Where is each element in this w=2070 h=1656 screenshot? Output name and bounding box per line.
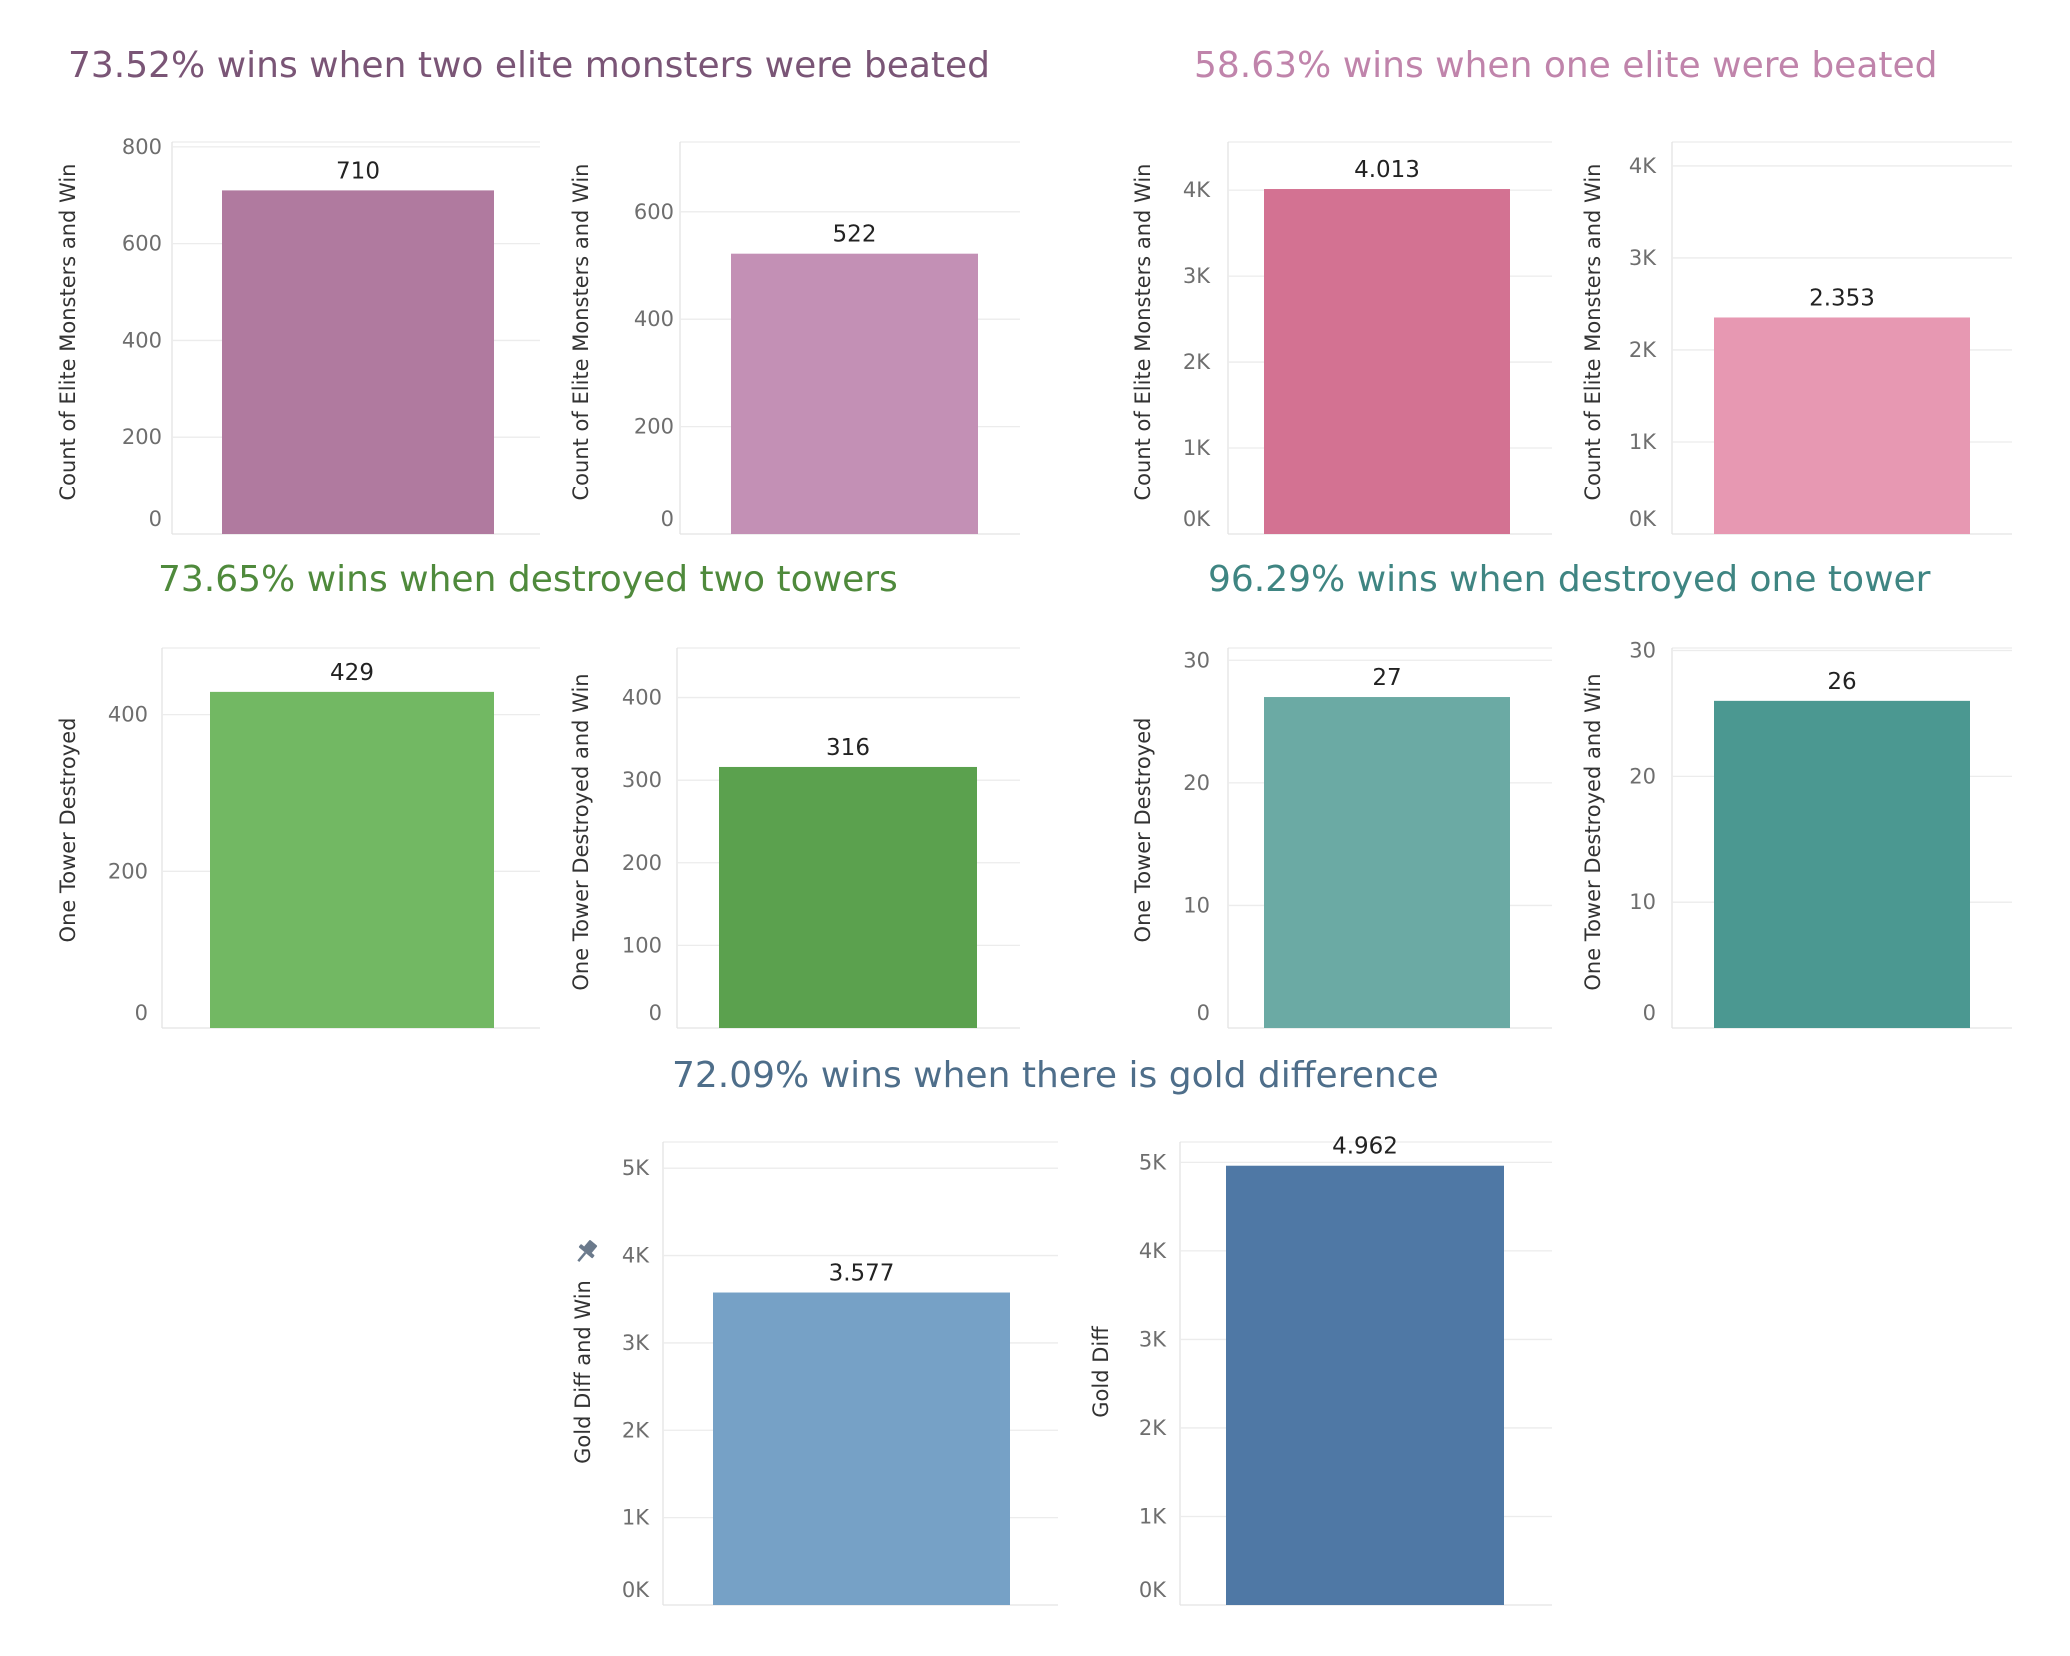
y-tick-label: 3K xyxy=(1183,264,1211,288)
y-axis-label: One Tower Destroyed xyxy=(56,718,80,943)
bar xyxy=(222,190,494,534)
y-axis-label: Count of Elite Monsters and Win xyxy=(1131,164,1155,501)
bar-chart-9: 0K 1K 2K 3K 4K 5K 3.577 Gold Diff and Win xyxy=(571,1141,1058,1606)
y-axis-label: Gold Diff xyxy=(1089,1326,1113,1418)
section-title-elite-two: 73.52% wins when two elite monsters were… xyxy=(68,45,991,86)
bar-chart-2: 0 200 400 600 522 Count of Elite Monsters and… xyxy=(569,141,1020,535)
y-tick-label: 0 xyxy=(649,1001,662,1025)
bar xyxy=(1226,1165,1504,1605)
bar-chart-3: 0K 1K 2K 3K 4K 4.013 Count of Elite Monsters a… xyxy=(1131,141,1552,535)
pin-icon-needle xyxy=(577,1251,587,1262)
data-label: 26 xyxy=(1827,669,1856,695)
bar-chart-1: 0 200 400 600 800 710 Count of Elite Monsters … xyxy=(56,135,540,535)
y-tick-label: 0K xyxy=(1629,507,1657,531)
y-tick-label: 0K xyxy=(1139,1578,1167,1602)
bar xyxy=(719,766,977,1028)
y-tick-label: 20 xyxy=(1629,764,1656,788)
y-tick-label: 0 xyxy=(135,1001,148,1025)
y-tick-label: 0 xyxy=(661,507,674,531)
y-tick-label: 1K xyxy=(1183,436,1211,460)
y-tick-label: 3K xyxy=(622,1331,650,1355)
y-axis-label: Count of Elite Monsters and Win xyxy=(1581,164,1605,501)
y-tick-label: 4K xyxy=(1629,154,1657,178)
data-label: 27 xyxy=(1372,665,1401,691)
y-tick-label: 2K xyxy=(1139,1416,1167,1440)
y-axis-label: One Tower Destroyed and Win xyxy=(569,673,593,990)
data-label: 2.353 xyxy=(1809,285,1875,311)
y-tick-label: 0 xyxy=(149,507,162,531)
data-label: 4.013 xyxy=(1354,157,1420,183)
y-axis-label: Count of Elite Monsters and Win xyxy=(569,164,593,501)
y-tick-label: 1K xyxy=(1629,430,1657,454)
section-title-gold-diff: 72.09% wins when there is gold differenc… xyxy=(672,1055,1439,1096)
y-tick-label: 0 xyxy=(1197,1001,1210,1025)
bar-chart-10: 0K 1K 2K 3K 4K 5K 4.962 Gold Diff xyxy=(1089,1134,1552,1606)
y-tick-label: 2K xyxy=(1183,350,1211,374)
y-tick-label: 5K xyxy=(1139,1150,1167,1174)
y-tick-label: 0K xyxy=(622,1578,650,1602)
y-tick-label: 200 xyxy=(622,851,662,875)
data-label: 429 xyxy=(330,660,374,686)
y-tick-label: 2K xyxy=(622,1418,650,1442)
y-tick-label: 1K xyxy=(1139,1504,1167,1528)
bar xyxy=(1714,700,1970,1028)
bar-chart-5: 0 200 400 429 One Tower Destroyed xyxy=(56,647,540,1029)
data-label: 522 xyxy=(833,222,877,248)
y-tick-label: 4K xyxy=(1183,178,1211,202)
y-tick-label: 600 xyxy=(634,200,674,224)
bar-chart-7: 0 10 20 30 27 One Tower Destroyed xyxy=(1131,647,1552,1029)
y-tick-label: 10 xyxy=(1629,890,1656,914)
section-title-towers-two: 73.65% wins when destroyed two towers xyxy=(158,559,898,600)
pin-icon[interactable] xyxy=(571,1237,600,1267)
y-tick-label: 30 xyxy=(1629,639,1656,663)
data-label: 4.962 xyxy=(1332,1134,1398,1160)
y-axis-label: One Tower Destroyed and Win xyxy=(1581,673,1605,990)
y-tick-label: 3K xyxy=(1139,1327,1167,1351)
y-tick-label: 400 xyxy=(108,703,148,727)
bar xyxy=(1264,697,1510,1028)
y-tick-label: 400 xyxy=(622,686,662,710)
y-tick-label: 400 xyxy=(122,328,162,352)
bar xyxy=(1714,317,1970,534)
bar-chart-8: 0 10 20 30 26 One Tower Destroyed and Win xyxy=(1581,639,2012,1029)
y-tick-label: 20 xyxy=(1183,771,1210,795)
section-title-tower-one: 96.29% wins when destroyed one tower xyxy=(1208,559,1931,600)
y-tick-label: 2K xyxy=(1629,338,1657,362)
y-tick-label: 600 xyxy=(122,232,162,256)
y-axis-label: One Tower Destroyed xyxy=(1131,718,1155,943)
data-label: 3.577 xyxy=(829,1261,895,1287)
y-axis-label: Gold Diff and Win xyxy=(571,1280,595,1464)
y-tick-label: 3K xyxy=(1629,246,1657,270)
y-tick-label: 5K xyxy=(622,1156,650,1180)
y-tick-label: 4K xyxy=(1139,1239,1167,1263)
y-tick-label: 300 xyxy=(622,768,662,792)
y-tick-label: 10 xyxy=(1183,893,1210,917)
y-tick-label: 0K xyxy=(1183,507,1211,531)
y-tick-label: 200 xyxy=(108,859,148,883)
y-tick-label: 400 xyxy=(634,307,674,331)
y-tick-label: 800 xyxy=(122,135,162,159)
y-tick-label: 0 xyxy=(1643,1001,1656,1025)
y-tick-label: 200 xyxy=(634,415,674,439)
y-axis-label: Count of Elite Monsters and Win xyxy=(56,164,80,501)
y-tick-label: 1K xyxy=(622,1506,650,1530)
y-tick-label: 200 xyxy=(122,425,162,449)
bar xyxy=(1264,189,1510,534)
y-tick-label: 100 xyxy=(622,933,662,957)
section-title-elite-one: 58.63% wins when one elite were beated xyxy=(1194,45,1938,86)
bar-chart-6: 0 100 200 300 400 316 One Tower Destroyed and … xyxy=(569,647,1020,1029)
bar-chart-4: 0K 1K 2K 3K 4K 2.353 Count of Elite Monsters a… xyxy=(1581,141,2012,535)
bar xyxy=(713,1292,1010,1605)
y-tick-label: 4K xyxy=(622,1244,650,1268)
pin-icon-collar xyxy=(578,1244,595,1259)
bar xyxy=(210,691,494,1028)
data-label: 316 xyxy=(826,735,870,761)
y-tick-label: 30 xyxy=(1183,648,1210,672)
bar xyxy=(731,253,978,534)
data-label: 710 xyxy=(336,158,380,184)
